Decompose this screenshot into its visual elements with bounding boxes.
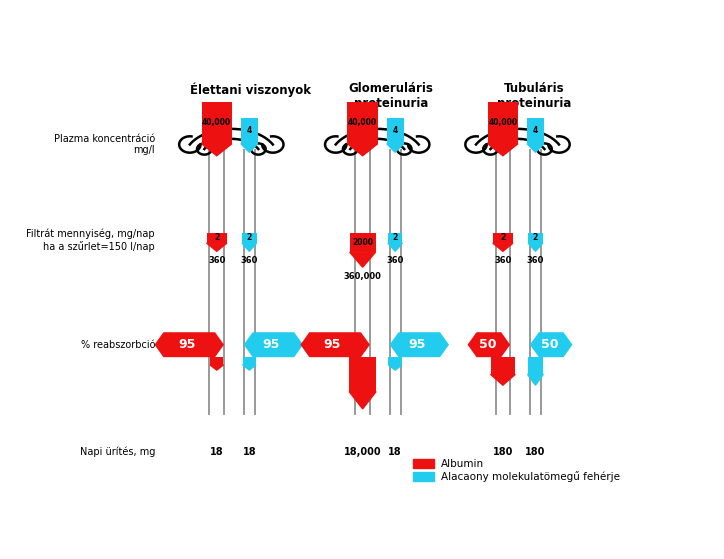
Bar	[493, 233, 513, 243]
Bar	[528, 357, 543, 375]
Polygon shape	[350, 252, 376, 267]
Bar	[529, 233, 543, 243]
Polygon shape	[491, 375, 515, 385]
Polygon shape	[529, 243, 543, 252]
Text: 360: 360	[208, 255, 225, 264]
Text: 2: 2	[500, 234, 505, 243]
Polygon shape	[528, 375, 543, 385]
Text: Glomeruláris
proteinuria: Glomeruláris proteinuria	[348, 82, 433, 110]
Bar	[201, 102, 232, 144]
Text: Albumin: Albumin	[441, 458, 484, 468]
Text: 4: 4	[247, 126, 252, 135]
Text: 2: 2	[533, 234, 538, 243]
Polygon shape	[488, 144, 518, 156]
Bar	[389, 357, 402, 365]
Text: 18: 18	[210, 447, 224, 457]
Bar	[210, 357, 224, 365]
Bar	[491, 357, 515, 375]
Polygon shape	[348, 144, 378, 156]
Text: 4: 4	[392, 126, 397, 135]
Bar	[349, 357, 376, 392]
Bar	[388, 233, 403, 243]
Polygon shape	[527, 144, 544, 152]
Text: 180: 180	[526, 447, 546, 457]
Text: 40,000: 40,000	[489, 118, 518, 127]
Polygon shape	[242, 243, 256, 252]
Bar	[206, 233, 227, 243]
Polygon shape	[300, 332, 370, 357]
Bar	[488, 102, 518, 144]
Text: Alacaony molekulatömegű fehérje: Alacaony molekulatömegű fehérje	[441, 471, 620, 482]
Text: 95: 95	[408, 338, 426, 351]
Text: 360,000: 360,000	[344, 272, 382, 281]
Text: 40,000: 40,000	[348, 118, 377, 127]
Text: Tubuláris
proteinuria: Tubuláris proteinuria	[497, 82, 571, 110]
Text: 360: 360	[527, 255, 544, 264]
Polygon shape	[244, 332, 303, 357]
Text: 4: 4	[533, 126, 538, 135]
Text: Napi ürítés, mg: Napi ürítés, mg	[80, 446, 155, 457]
Polygon shape	[241, 144, 258, 152]
Bar	[527, 118, 544, 144]
Polygon shape	[390, 332, 449, 357]
Text: 50: 50	[479, 338, 497, 351]
Polygon shape	[154, 332, 224, 357]
Text: 40,000: 40,000	[202, 118, 231, 127]
Text: Élettani viszonyok: Élettani viszonyok	[190, 82, 311, 97]
Text: 180: 180	[493, 447, 513, 457]
Polygon shape	[389, 365, 402, 370]
Bar	[413, 472, 434, 481]
Polygon shape	[201, 144, 232, 156]
Text: Filtrát mennyiség, mg/nap
ha a szűrlet=150 l/nap: Filtrát mennyiség, mg/nap ha a szűrlet=1…	[26, 229, 155, 252]
Polygon shape	[387, 144, 403, 152]
Text: 95: 95	[263, 338, 280, 351]
Polygon shape	[349, 392, 376, 409]
Bar	[348, 102, 378, 144]
Bar	[242, 233, 256, 243]
Bar	[350, 233, 376, 252]
Text: 360: 360	[240, 255, 258, 264]
Polygon shape	[388, 243, 403, 252]
Polygon shape	[206, 243, 227, 252]
Polygon shape	[243, 365, 256, 370]
Text: 2: 2	[214, 234, 219, 243]
Bar	[413, 459, 434, 468]
Bar	[243, 357, 256, 365]
Text: 360: 360	[387, 255, 404, 264]
Text: 18: 18	[243, 447, 256, 457]
Bar	[241, 118, 258, 144]
Text: 95: 95	[324, 338, 341, 351]
Polygon shape	[530, 332, 573, 357]
Text: 2: 2	[247, 234, 252, 243]
Text: % reabszorbció: % reabszorbció	[80, 340, 155, 350]
Bar	[387, 118, 403, 144]
Polygon shape	[210, 365, 224, 370]
Text: Plazma koncentráció
mg/l: Plazma koncentráció mg/l	[54, 134, 155, 155]
Text: 50: 50	[541, 338, 559, 351]
Text: 2000: 2000	[352, 238, 373, 247]
Text: 18,000: 18,000	[344, 447, 382, 457]
Text: 18: 18	[388, 447, 402, 457]
Polygon shape	[493, 243, 513, 252]
Polygon shape	[468, 332, 510, 357]
Text: 2: 2	[392, 234, 397, 243]
Text: 360: 360	[494, 255, 512, 264]
Text: 95: 95	[178, 338, 195, 351]
